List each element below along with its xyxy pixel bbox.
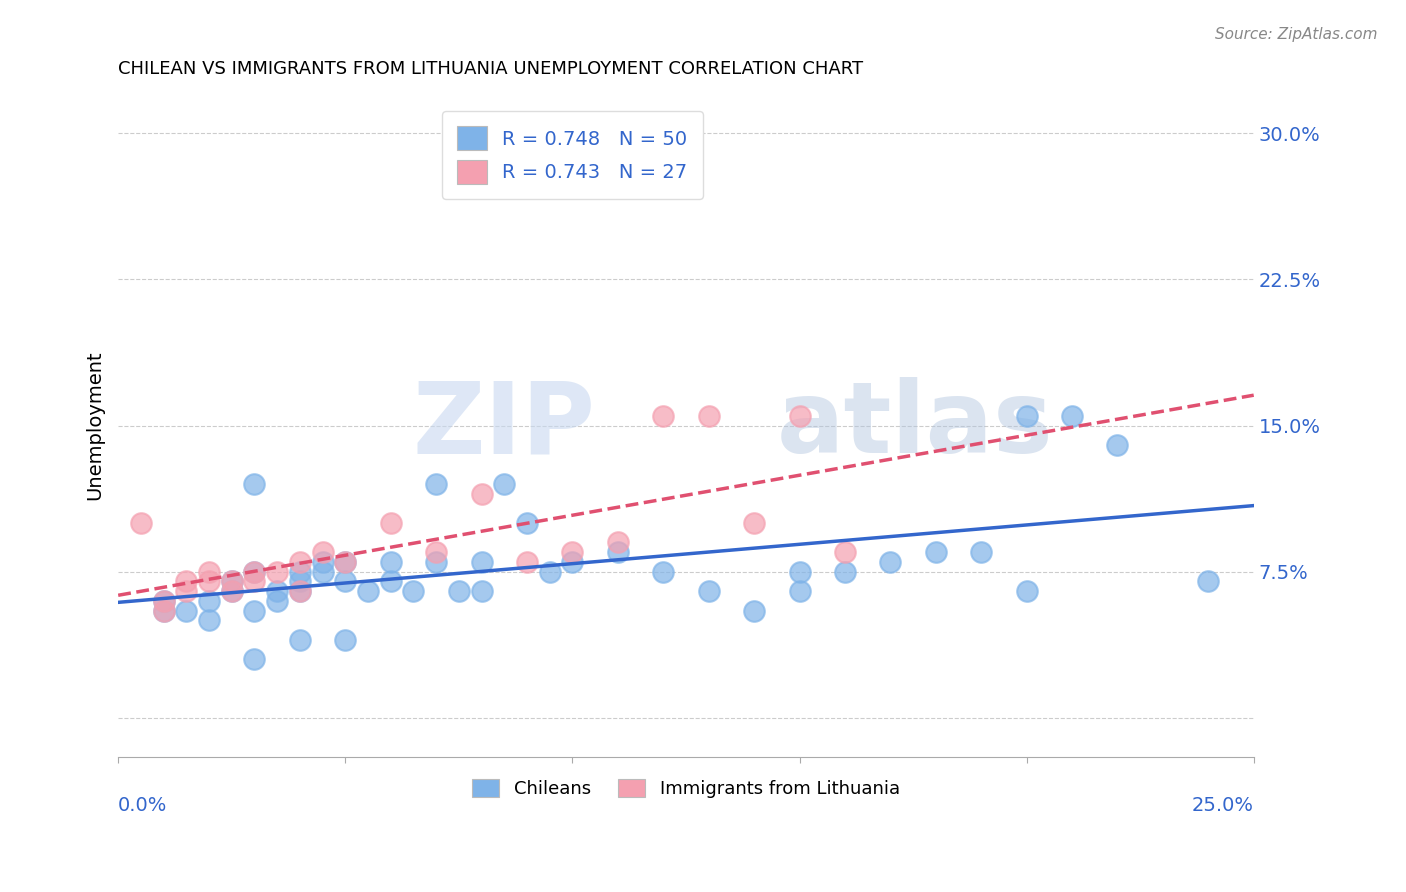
Point [288,584,311,599]
Point [266,565,288,579]
Point [789,409,811,423]
Point [243,604,266,618]
Point [243,565,266,579]
Point [288,574,311,589]
Text: atlas: atlas [776,377,1053,474]
Point [198,613,221,627]
Point [606,535,628,549]
Legend: Chileans, Immigrants from Lithuania: Chileans, Immigrants from Lithuania [463,770,908,807]
Point [652,409,675,423]
Point [266,584,288,599]
Point [152,594,174,608]
Point [879,555,901,569]
Point [198,565,221,579]
Point [152,604,174,618]
Point [425,477,447,491]
Point [243,565,266,579]
Point [380,555,402,569]
Point [742,516,765,530]
Point [288,555,311,569]
Point [1060,409,1083,423]
Point [834,565,856,579]
Point [697,584,720,599]
Point [789,565,811,579]
Point [311,565,333,579]
Point [152,594,174,608]
Point [152,604,174,618]
Point [606,545,628,559]
Point [402,584,425,599]
Text: ZIP: ZIP [412,377,595,474]
Point [516,555,538,569]
Point [243,477,266,491]
Point [834,545,856,559]
Point [494,477,516,491]
Point [538,565,561,579]
Point [198,594,221,608]
Point [311,555,333,569]
Point [311,545,333,559]
Point [425,555,447,569]
Point [221,574,243,589]
Point [471,584,494,599]
Point [697,409,720,423]
Point [176,574,198,589]
Point [288,632,311,647]
Point [335,574,357,589]
Point [288,565,311,579]
Text: 25.0%: 25.0% [1192,796,1254,814]
Point [447,584,470,599]
Point [925,545,948,559]
Point [380,574,402,589]
Point [789,584,811,599]
Point [561,555,583,569]
Y-axis label: Unemployment: Unemployment [86,351,104,500]
Point [1107,438,1129,452]
Point [970,545,993,559]
Point [266,594,288,608]
Point [243,652,266,666]
Point [335,632,357,647]
Point [1015,409,1038,423]
Point [335,555,357,569]
Point [198,574,221,589]
Text: Source: ZipAtlas.com: Source: ZipAtlas.com [1215,27,1378,42]
Point [380,516,402,530]
Point [221,584,243,599]
Text: 0.0%: 0.0% [118,796,167,814]
Point [357,584,380,599]
Point [561,545,583,559]
Point [652,565,675,579]
Point [243,574,266,589]
Text: CHILEAN VS IMMIGRANTS FROM LITHUANIA UNEMPLOYMENT CORRELATION CHART: CHILEAN VS IMMIGRANTS FROM LITHUANIA UNE… [118,60,863,78]
Point [1015,584,1038,599]
Point [471,555,494,569]
Point [221,584,243,599]
Point [1197,574,1219,589]
Point [176,604,198,618]
Point [176,584,198,599]
Point [425,545,447,559]
Point [516,516,538,530]
Point [471,487,494,501]
Point [742,604,765,618]
Point [221,574,243,589]
Point [335,555,357,569]
Point [288,584,311,599]
Point [129,516,152,530]
